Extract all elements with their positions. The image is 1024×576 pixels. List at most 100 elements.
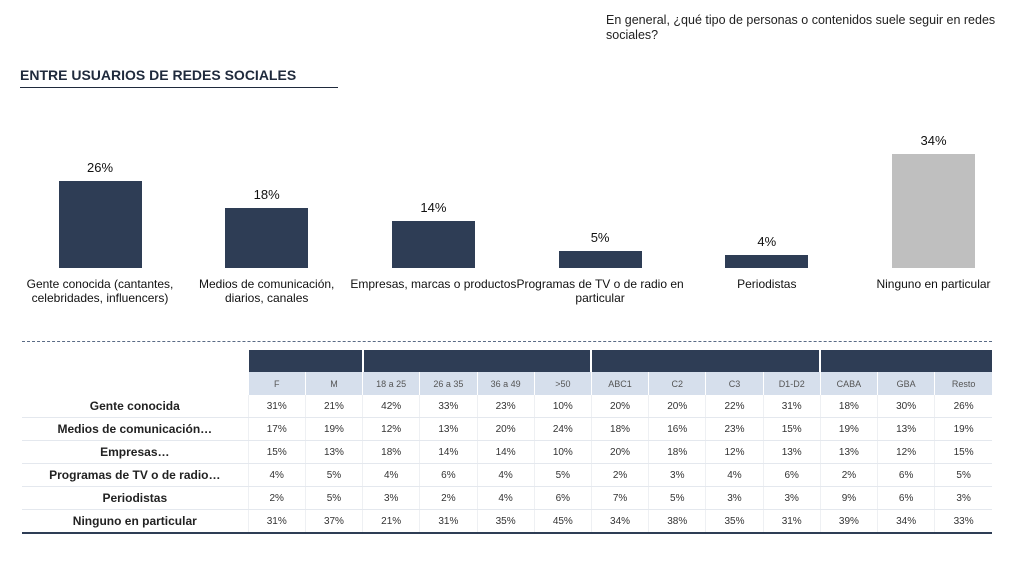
cell: 13% xyxy=(762,440,821,464)
cell: 19% xyxy=(819,417,878,441)
category-label: Ninguno en particular xyxy=(876,277,991,291)
column-header-row: F M 18 a 25 26 a 35 36 a 49 >50 ABC1 C2 C3 D1-D2 C… xyxy=(22,372,992,395)
cell: 13% xyxy=(304,440,363,464)
bar xyxy=(725,254,809,268)
cell: 5% xyxy=(648,486,706,510)
cell: 31% xyxy=(247,509,306,534)
bar xyxy=(391,221,475,268)
cell: 3% xyxy=(648,463,706,487)
group-header xyxy=(247,350,363,372)
column-header: C3 xyxy=(705,372,764,395)
cell: 18% xyxy=(590,417,649,441)
cell: 30% xyxy=(877,395,935,418)
cell: 4% xyxy=(476,463,535,487)
cell: 6% xyxy=(877,486,935,510)
cell: 12% xyxy=(877,440,935,464)
cell: 34% xyxy=(877,509,935,534)
cell: 3% xyxy=(934,486,992,510)
cell: 4% xyxy=(247,463,306,487)
cell: 5% xyxy=(934,463,992,487)
cell: 3% xyxy=(705,486,764,510)
cell: 13% xyxy=(819,440,878,464)
category-label: Empresas, marcas o productos xyxy=(350,277,517,291)
cell: 21% xyxy=(304,395,363,418)
cell: 6% xyxy=(762,463,821,487)
cell: 22% xyxy=(705,395,764,418)
cell: 20% xyxy=(590,395,649,418)
cell: 15% xyxy=(934,440,992,464)
table-row: Gente conocida 31% 21% 42% 33% 23% 10% 20% 20% 22… xyxy=(22,395,992,418)
cell: 31% xyxy=(419,509,477,534)
cell: 21% xyxy=(362,509,420,534)
column-header: D1-D2 xyxy=(762,372,821,395)
column-header: 36 a 49 xyxy=(476,372,535,395)
cell: 37% xyxy=(304,509,363,534)
value-label: 34% xyxy=(920,133,947,148)
cell: 12% xyxy=(705,440,764,464)
value-label: 5% xyxy=(590,230,610,246)
bar xyxy=(558,251,642,268)
cell: 13% xyxy=(877,417,935,441)
cell: 16% xyxy=(648,417,706,441)
section-title: ENTRE USUARIOS DE REDES SOCIALES xyxy=(20,67,297,83)
row-label: Ninguno en particular xyxy=(22,509,249,534)
cell: 38% xyxy=(648,509,706,534)
category-label: Programas de TV o de radio en particular xyxy=(516,277,684,305)
cell: 23% xyxy=(476,395,535,418)
column-header: M xyxy=(304,372,363,395)
bar xyxy=(225,207,309,268)
cell: 10% xyxy=(533,440,592,464)
table-row: Ninguno en particular 31% 37% 21% 31% 35% 45% 3… xyxy=(22,509,992,534)
bar xyxy=(58,180,142,268)
cell: 15% xyxy=(247,440,306,464)
cell: 42% xyxy=(362,395,420,418)
cell: 5% xyxy=(304,486,363,510)
cell: 31% xyxy=(762,395,821,418)
column-header: C2 xyxy=(648,372,706,395)
row-label: Empresas… xyxy=(22,440,249,464)
column-header: Resto xyxy=(934,372,992,395)
cell: 4% xyxy=(705,463,764,487)
cell: 34% xyxy=(590,509,649,534)
group-header xyxy=(361,350,592,372)
table-row: Medios de comunicación… 17% 19% 12% 13% 20% 24… xyxy=(22,417,992,441)
cell: 2% xyxy=(819,463,878,487)
group-header xyxy=(590,350,821,372)
cell: 20% xyxy=(590,440,649,464)
cell: 3% xyxy=(362,486,420,510)
cell: 12% xyxy=(362,417,420,441)
cell: 14% xyxy=(419,440,477,464)
group-row xyxy=(22,350,992,372)
title-rule xyxy=(20,87,338,88)
value-label: 14% xyxy=(420,200,447,216)
cell: 13% xyxy=(419,417,477,441)
column-header: 18 a 25 xyxy=(362,372,420,395)
cell: 24% xyxy=(533,417,592,441)
divider xyxy=(22,341,992,342)
blank xyxy=(22,372,248,395)
cell: 20% xyxy=(476,417,535,441)
cell: 7% xyxy=(590,486,649,510)
row-label: Medios de comunicación… xyxy=(22,417,249,441)
cell: 23% xyxy=(705,417,764,441)
cell: 14% xyxy=(476,440,535,464)
category-label: Periodistas xyxy=(737,277,797,291)
cell: 15% xyxy=(762,417,821,441)
cell: 39% xyxy=(819,509,878,534)
cell: 33% xyxy=(419,395,477,418)
table-row: Programas de TV o de radio… 4% 5% 4% 6% 4% 5% 2… xyxy=(22,463,992,487)
category-label: Gente conocida (cantantes, celebridades,… xyxy=(26,277,174,305)
cell: 33% xyxy=(934,509,992,534)
column-header: 26 a 35 xyxy=(419,372,477,395)
value-label: 26% xyxy=(86,159,114,175)
chart: 26% Gente conocida (cantantes, celebridad… xyxy=(26,133,991,305)
cell: 2% xyxy=(247,486,306,510)
cell: 4% xyxy=(476,486,535,510)
row-label: Gente conocida xyxy=(22,395,249,418)
cell: 6% xyxy=(533,486,592,510)
cell: 20% xyxy=(648,395,706,418)
cell: 2% xyxy=(419,486,477,510)
column-header: >50 xyxy=(533,372,592,395)
question: En general, ¿qué tipo de personas o cont… xyxy=(606,13,996,42)
cell: 35% xyxy=(705,509,764,534)
